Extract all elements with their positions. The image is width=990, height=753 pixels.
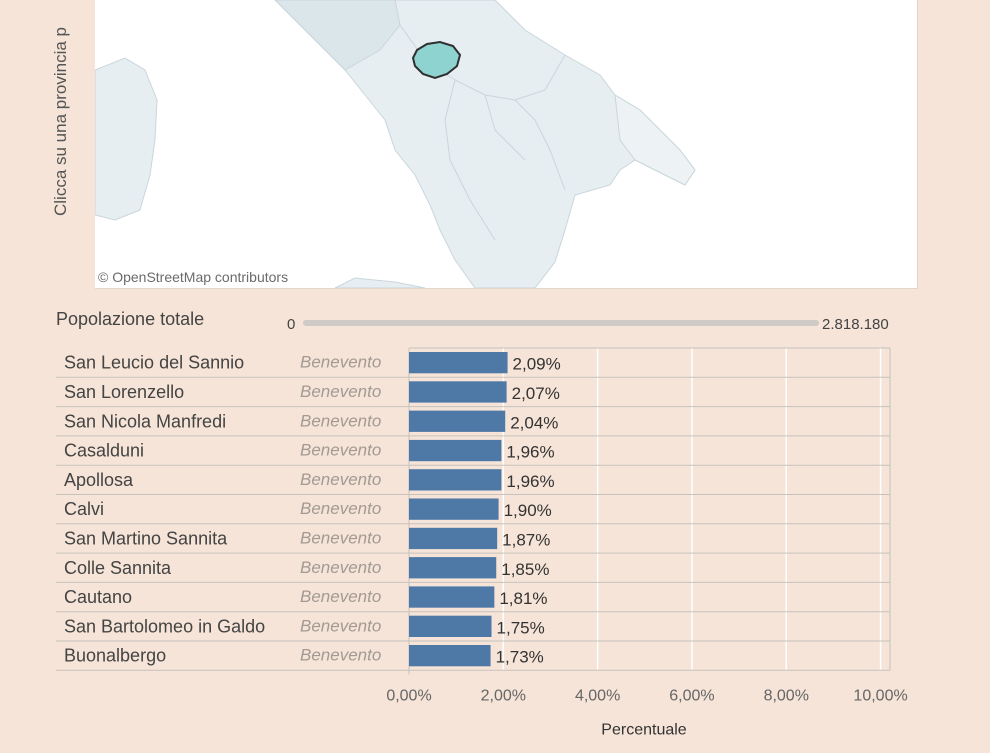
comune-label[interactable]: San Martino Sannita — [64, 528, 228, 548]
bar-value-label: 1,81% — [499, 589, 547, 608]
population-filter-max: 2.818.180 — [822, 316, 889, 333]
comune-label[interactable]: Colle Sannita — [64, 558, 172, 578]
data-bar[interactable] — [409, 439, 502, 462]
provincia-label: Benevento — [300, 441, 381, 460]
provincia-label: Benevento — [300, 499, 381, 518]
map-region — [274, 0, 401, 71]
x-tick-label: 8,00% — [764, 687, 809, 704]
data-bar[interactable] — [409, 410, 506, 432]
bar-value-label: 1,87% — [502, 530, 550, 549]
map-region-sicily — [334, 277, 426, 288]
data-bar[interactable] — [409, 586, 495, 608]
x-axis-title: Percentuale — [601, 721, 686, 738]
map-instruction-label: Clicca su una provincia p — [51, 27, 70, 216]
bar-value-label: 1,90% — [504, 501, 552, 520]
comune-label[interactable]: Casalduni — [64, 441, 144, 461]
bar-value-label: 2,04% — [510, 413, 558, 432]
data-bar[interactable] — [409, 469, 502, 491]
comune-label[interactable]: San Bartolomeo in Galdo — [64, 616, 265, 636]
x-tick-label: 10,00% — [853, 687, 907, 704]
provincia-label: Benevento — [300, 528, 381, 547]
data-bar[interactable] — [409, 527, 498, 550]
map-region-sardinia — [95, 57, 158, 221]
bar-value-label: 1,73% — [496, 648, 544, 667]
map-panel[interactable]: © OpenStreetMap contributors — [95, 0, 918, 289]
bar-value-label: 2,07% — [512, 384, 560, 403]
comune-label[interactable]: San Lorenzello — [64, 382, 184, 402]
population-range-slider[interactable] — [303, 320, 819, 326]
provincia-label: Benevento — [300, 616, 381, 635]
x-tick-label: 0,00% — [386, 687, 431, 704]
comune-label[interactable]: Apollosa — [64, 470, 134, 490]
population-filter-title: Popolazione totale — [56, 309, 205, 329]
data-bar[interactable] — [409, 498, 499, 520]
bar-value-label: 1,85% — [501, 560, 549, 579]
provincia-label: Benevento — [300, 646, 381, 665]
x-tick-label: 4,00% — [575, 687, 620, 704]
x-tick-label: 2,00% — [481, 687, 526, 704]
data-bar[interactable] — [409, 352, 508, 374]
bar-value-label: 2,09% — [513, 355, 561, 374]
comune-label[interactable]: San Nicola Manfredi — [64, 411, 226, 431]
percentuale-bar-chart: San Leucio del Sannio Benevento 2,09% San L… — [56, 347, 908, 738]
italy-map[interactable] — [95, 0, 917, 288]
data-bar[interactable] — [409, 645, 491, 667]
provincia-label: Benevento — [300, 587, 381, 606]
provincia-label: Benevento — [300, 411, 381, 430]
provincia-label: Benevento — [300, 353, 381, 372]
map-region — [614, 94, 696, 186]
x-tick-label: 6,00% — [669, 687, 714, 704]
bar-value-label: 1,75% — [497, 618, 545, 637]
provincia-label: Benevento — [300, 382, 381, 401]
data-bar[interactable] — [409, 381, 507, 403]
population-filter-min: 0 — [287, 316, 296, 333]
provincia-label: Benevento — [300, 470, 381, 489]
comune-label[interactable]: Calvi — [64, 499, 104, 519]
comune-label[interactable]: San Leucio del Sannio — [64, 353, 244, 373]
comune-label[interactable]: Buonalbergo — [64, 646, 166, 666]
bar-value-label: 1,96% — [506, 472, 554, 491]
data-bar[interactable] — [409, 615, 492, 637]
selected-province — [411, 40, 462, 80]
map-attribution[interactable]: © OpenStreetMap contributors — [96, 269, 291, 285]
data-bar[interactable] — [409, 557, 497, 579]
bar-value-label: 1,96% — [506, 443, 554, 462]
comune-label[interactable]: Cautano — [64, 587, 132, 607]
provincia-label: Benevento — [300, 558, 381, 577]
